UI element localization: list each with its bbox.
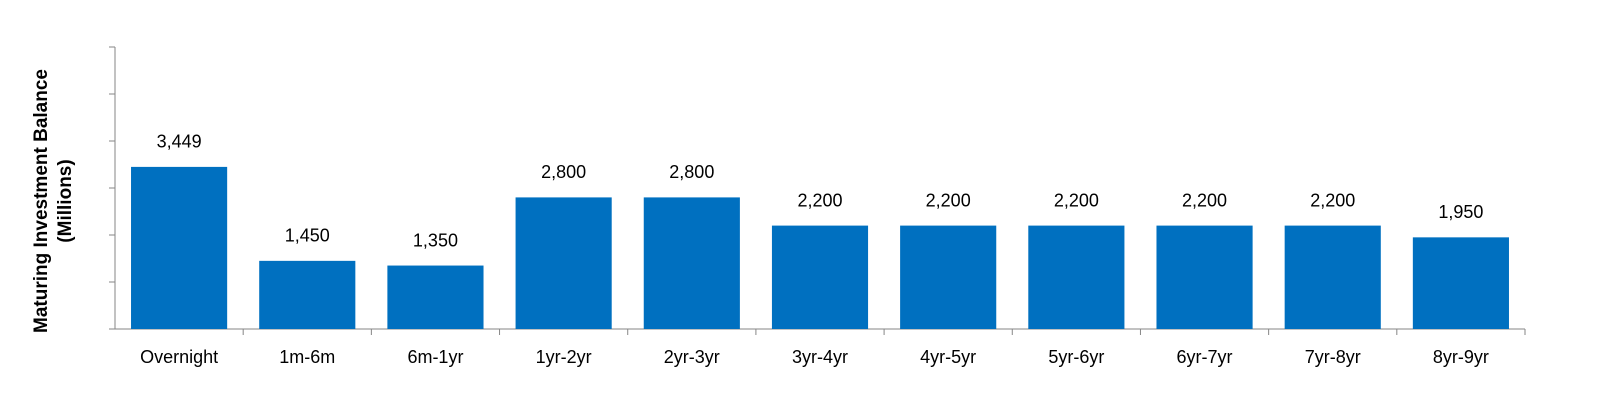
x-tick-label: Overnight: [140, 347, 218, 367]
data-label: 2,200: [1310, 190, 1355, 210]
x-tick-label: 2yr-3yr: [664, 347, 720, 367]
bar: [1156, 225, 1253, 329]
data-label: 3,449: [157, 132, 202, 152]
bar: [515, 197, 612, 329]
bar: [771, 225, 869, 329]
x-tick-label: 3yr-4yr: [792, 347, 848, 367]
data-label: 1,950: [1438, 202, 1483, 222]
x-tick-label: 4yr-5yr: [920, 347, 976, 367]
bar: [131, 166, 228, 329]
data-label: 2,200: [926, 190, 971, 210]
x-tick-label: 6yr-7yr: [1177, 347, 1233, 367]
x-tick-label: 8yr-9yr: [1433, 347, 1489, 367]
y-axis-title: (Millions): [55, 159, 76, 242]
bar: [1284, 225, 1381, 329]
bar: [259, 260, 356, 329]
data-label: 2,200: [797, 190, 842, 210]
bar: [1412, 237, 1509, 329]
x-tick-label: 7yr-8yr: [1305, 347, 1361, 367]
y-axis-title: Maturing Investment Balance: [31, 69, 52, 333]
data-label: 2,200: [1182, 190, 1227, 210]
data-label: 2,800: [541, 162, 586, 182]
data-label: 1,450: [285, 226, 330, 246]
bar: [1028, 225, 1125, 329]
data-label: 1,350: [413, 230, 458, 250]
x-tick-label: 1m-6m: [279, 347, 335, 367]
x-tick-label: 6m-1yr: [407, 347, 463, 367]
bar: [387, 265, 484, 329]
bar: [643, 197, 740, 329]
x-tick-label: 5yr-6yr: [1048, 347, 1104, 367]
data-label: 2,800: [669, 162, 714, 182]
data-label: 2,200: [1054, 190, 1099, 210]
bar: [900, 225, 997, 329]
x-tick-label: 1yr-2yr: [536, 347, 592, 367]
